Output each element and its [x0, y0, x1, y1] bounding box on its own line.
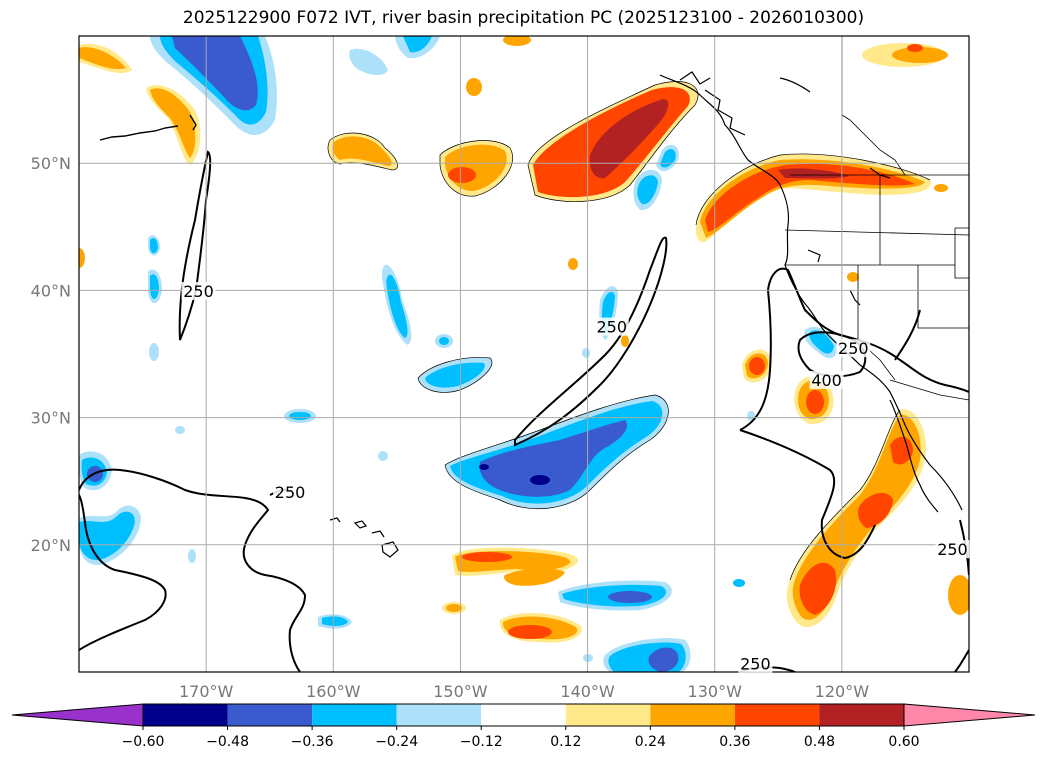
hawaii-islands: [329, 517, 399, 558]
positive-anomaly-south: [442, 547, 582, 643]
contour-label: 250: [937, 540, 968, 559]
colorbar-tick-label: −0.48: [206, 734, 249, 750]
lon-tick-label: 120°W: [815, 682, 870, 701]
colorbar-segment: [143, 704, 228, 726]
contour-label-bg: [273, 482, 308, 501]
contour-label: 250: [838, 339, 869, 358]
colorbar-extend-min: [11, 703, 144, 727]
ivt-contours: [79, 150, 969, 672]
negative-anomaly-bering: [150, 36, 440, 136]
ivt-contour-400: [797, 331, 867, 378]
longitude-tick-labels: 170°W 160°W 150°W 140°W 130°W 120°W: [179, 682, 869, 701]
contour-label: 400: [811, 371, 842, 390]
colorbar-frame: [142, 703, 905, 727]
contour-label-bg: [181, 281, 216, 300]
colorbar-segment: [650, 704, 735, 726]
lat-tick-label: 40°N: [31, 281, 71, 300]
contour-label-bg: [809, 370, 844, 389]
colorbar-tick-label: 0.24: [635, 734, 666, 750]
colorbar: −0.60 −0.48 −0.36 −0.24 −0.12 0.12 0.24 0.36 0.4…: [11, 703, 1036, 750]
contour-label-bg: [738, 654, 773, 673]
negative-anomaly-scattered: [79, 144, 838, 662]
lon-tick-label: 140°W: [560, 682, 615, 701]
colorbar-segment: [734, 704, 820, 726]
colorbar-tick-label: −0.12: [460, 734, 503, 750]
negative-anomaly-central: [445, 395, 691, 672]
contour-label-bg: [935, 540, 970, 559]
colorbar-segment: [819, 704, 904, 726]
lon-tick-label: 130°W: [688, 682, 743, 701]
colorbar-segment: [565, 704, 651, 726]
contour-label: 250: [740, 655, 771, 674]
anomaly-outlines: [327, 81, 931, 581]
colorbar-segment: [396, 704, 482, 726]
colorbar-segment: [481, 704, 566, 726]
aleutian-islands: [99, 114, 197, 141]
ivt-contour-250-baja: [739, 429, 876, 560]
contour-label: 250: [183, 282, 214, 301]
colorbar-tick-label: −0.36: [291, 734, 334, 750]
graticule: [79, 36, 969, 672]
positive-anomaly-alaska: [528, 81, 699, 202]
positive-anomaly-baja: [786, 409, 969, 628]
ivt-contour-250-central: [514, 236, 668, 447]
latitude-tick-labels: 50°N 40°N 30°N 20°N: [31, 154, 71, 555]
colorbar-segment: [227, 704, 313, 726]
lat-tick-label: 20°N: [31, 536, 71, 555]
colorbar-segment: [312, 704, 397, 726]
colorbar-tick-label: −0.60: [122, 734, 165, 750]
lon-tick-label: 160°W: [306, 682, 361, 701]
plot-frame: [78, 35, 970, 673]
contour-label-bg: [836, 339, 871, 358]
colorbar-tick-label: 0.48: [804, 734, 835, 750]
positive-anomaly-pnw: [695, 154, 931, 243]
lat-tick-label: 50°N: [31, 154, 71, 173]
ivt-contour-250-east: [739, 267, 969, 431]
chart-title: 2025122900 F072 IVT, river basin precipi…: [182, 8, 865, 28]
colorbar-tick-label: 0.60: [888, 734, 919, 750]
colorbar-tick-label: 0.36: [719, 734, 750, 750]
lon-tick-label: 170°W: [179, 682, 234, 701]
ivt-contour-250-west: [79, 494, 167, 651]
lat-tick-label: 30°N: [31, 409, 71, 428]
colorbar-extend-max: [903, 703, 1036, 727]
contour-labels: 250 250 250 250 250 400 250: [181, 281, 970, 674]
positive-anomaly-west-alaska: [79, 43, 201, 165]
colorbar-tick-label: 0.12: [550, 734, 581, 750]
colorbar-tick-label: −0.24: [375, 734, 418, 750]
lon-tick-label: 150°W: [433, 682, 488, 701]
ivt-contour-250-southwest: [79, 468, 307, 672]
contour-label-bg: [594, 317, 629, 336]
positive-anomaly-small-north: [79, 36, 948, 347]
contour-label: 250: [275, 483, 306, 502]
contour-label: 250: [596, 318, 627, 337]
